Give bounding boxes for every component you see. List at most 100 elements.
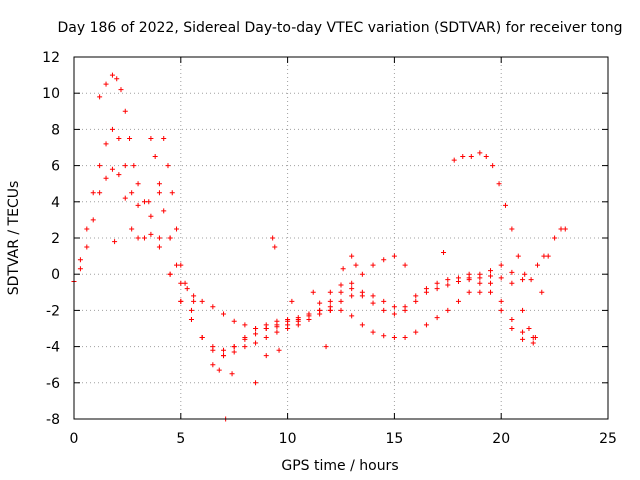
data-point [109, 72, 115, 78]
data-point [146, 199, 152, 205]
data-point [327, 289, 333, 295]
data-point [276, 347, 282, 353]
data-point [169, 190, 175, 196]
data-point [131, 163, 137, 169]
data-point [114, 76, 120, 82]
data-point [242, 344, 248, 350]
data-point [295, 318, 301, 324]
data-point [496, 181, 502, 187]
x-tick-label: 0 [70, 431, 79, 447]
data-point [156, 244, 162, 250]
y-tick-label: -6 [46, 376, 60, 392]
data-point [270, 235, 276, 241]
data-point [129, 190, 135, 196]
data-point [103, 141, 109, 147]
data-point [210, 362, 216, 368]
data-point [483, 154, 489, 160]
data-point [370, 329, 376, 335]
data-point [221, 353, 227, 359]
data-point [274, 318, 280, 324]
data-point [434, 286, 440, 292]
data-point [199, 335, 205, 341]
data-point [191, 293, 197, 299]
data-point [391, 304, 397, 310]
data-point [488, 268, 494, 274]
data-point [135, 202, 141, 208]
data-point [349, 280, 355, 286]
data-point [413, 293, 419, 299]
data-point [455, 275, 461, 281]
data-point [77, 257, 83, 263]
data-point [310, 289, 316, 295]
data-point [477, 289, 483, 295]
data-point [122, 163, 128, 169]
data-point [253, 331, 259, 337]
data-point [263, 335, 269, 341]
y-tick-label: -2 [46, 303, 60, 319]
data-point [402, 262, 408, 268]
data-points [71, 72, 568, 422]
data-point [391, 335, 397, 341]
y-tick-label: 6 [51, 159, 60, 175]
data-point [520, 329, 526, 335]
data-point [545, 253, 551, 259]
x-tick-label: 10 [279, 431, 297, 447]
data-point [530, 340, 536, 346]
data-point [515, 253, 521, 259]
data-point [274, 329, 280, 335]
data-point [509, 269, 515, 275]
data-point [178, 298, 184, 304]
data-point [135, 181, 141, 187]
data-point [441, 249, 447, 255]
data-point [520, 307, 526, 313]
data-point [338, 289, 344, 295]
data-point [156, 181, 162, 187]
data-point [188, 316, 194, 322]
data-point [182, 280, 188, 286]
data-point [391, 311, 397, 317]
axis-ticks [73, 56, 609, 420]
data-point [161, 135, 167, 141]
data-point [116, 172, 122, 178]
y-tick-label: 4 [51, 195, 60, 211]
data-point [509, 326, 515, 331]
y-tick-label: 0 [51, 267, 60, 283]
y-tick-label: 10 [42, 86, 60, 102]
data-point [178, 280, 184, 286]
data-point [135, 235, 141, 241]
data-point [498, 298, 504, 304]
data-point [285, 316, 291, 322]
data-point [112, 239, 118, 245]
data-point [174, 262, 180, 268]
y-tick-label: 8 [51, 122, 60, 138]
data-point [520, 336, 526, 342]
data-point [488, 289, 494, 295]
data-point [488, 273, 494, 279]
data-point [423, 322, 429, 328]
data-point [370, 293, 376, 299]
data-point [188, 307, 194, 313]
data-point [116, 135, 122, 141]
data-point [370, 262, 376, 268]
data-point [178, 262, 184, 268]
data-point [391, 253, 397, 259]
x-tick-label: 5 [176, 431, 185, 447]
data-point [167, 271, 173, 277]
data-point [109, 126, 115, 132]
x-tick-label: 25 [599, 431, 617, 447]
data-point [552, 235, 558, 241]
data-point [97, 163, 103, 169]
data-point [434, 315, 440, 321]
data-point [156, 190, 162, 196]
data-point [338, 282, 344, 288]
data-point [263, 326, 269, 331]
data-point [221, 347, 227, 353]
data-point [488, 280, 494, 286]
data-point [148, 213, 154, 219]
data-point [231, 344, 237, 350]
data-point [317, 300, 323, 306]
grid-lines [74, 57, 608, 419]
data-point [477, 275, 483, 281]
data-point [522, 271, 528, 277]
data-point [535, 262, 541, 268]
